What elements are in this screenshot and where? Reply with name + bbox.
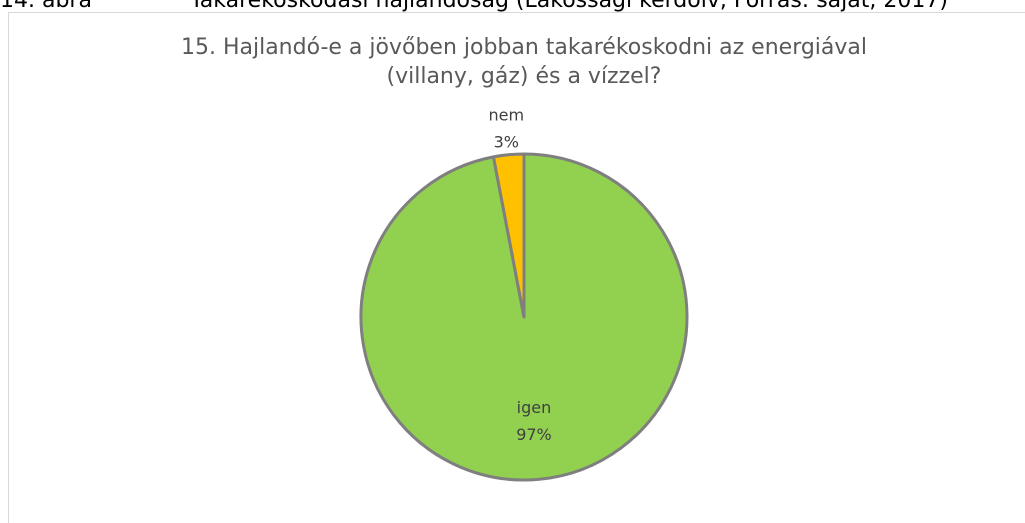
pie-slice [491, 152, 526, 319]
chart-frame [8, 12, 1025, 523]
data-label-category: igen [517, 398, 552, 417]
data-label-value: 97% [516, 425, 552, 444]
data-label-category: nem [489, 105, 525, 124]
caption-text: Takarékoskodási hajlandóság (Lakossági k… [190, 0, 948, 13]
data-label-value: 3% [494, 132, 519, 151]
caption-number: 14. ábra [0, 0, 92, 13]
chart-title: 15. Hajlandó-e a jövőben jobban takaréko… [180, 35, 868, 89]
